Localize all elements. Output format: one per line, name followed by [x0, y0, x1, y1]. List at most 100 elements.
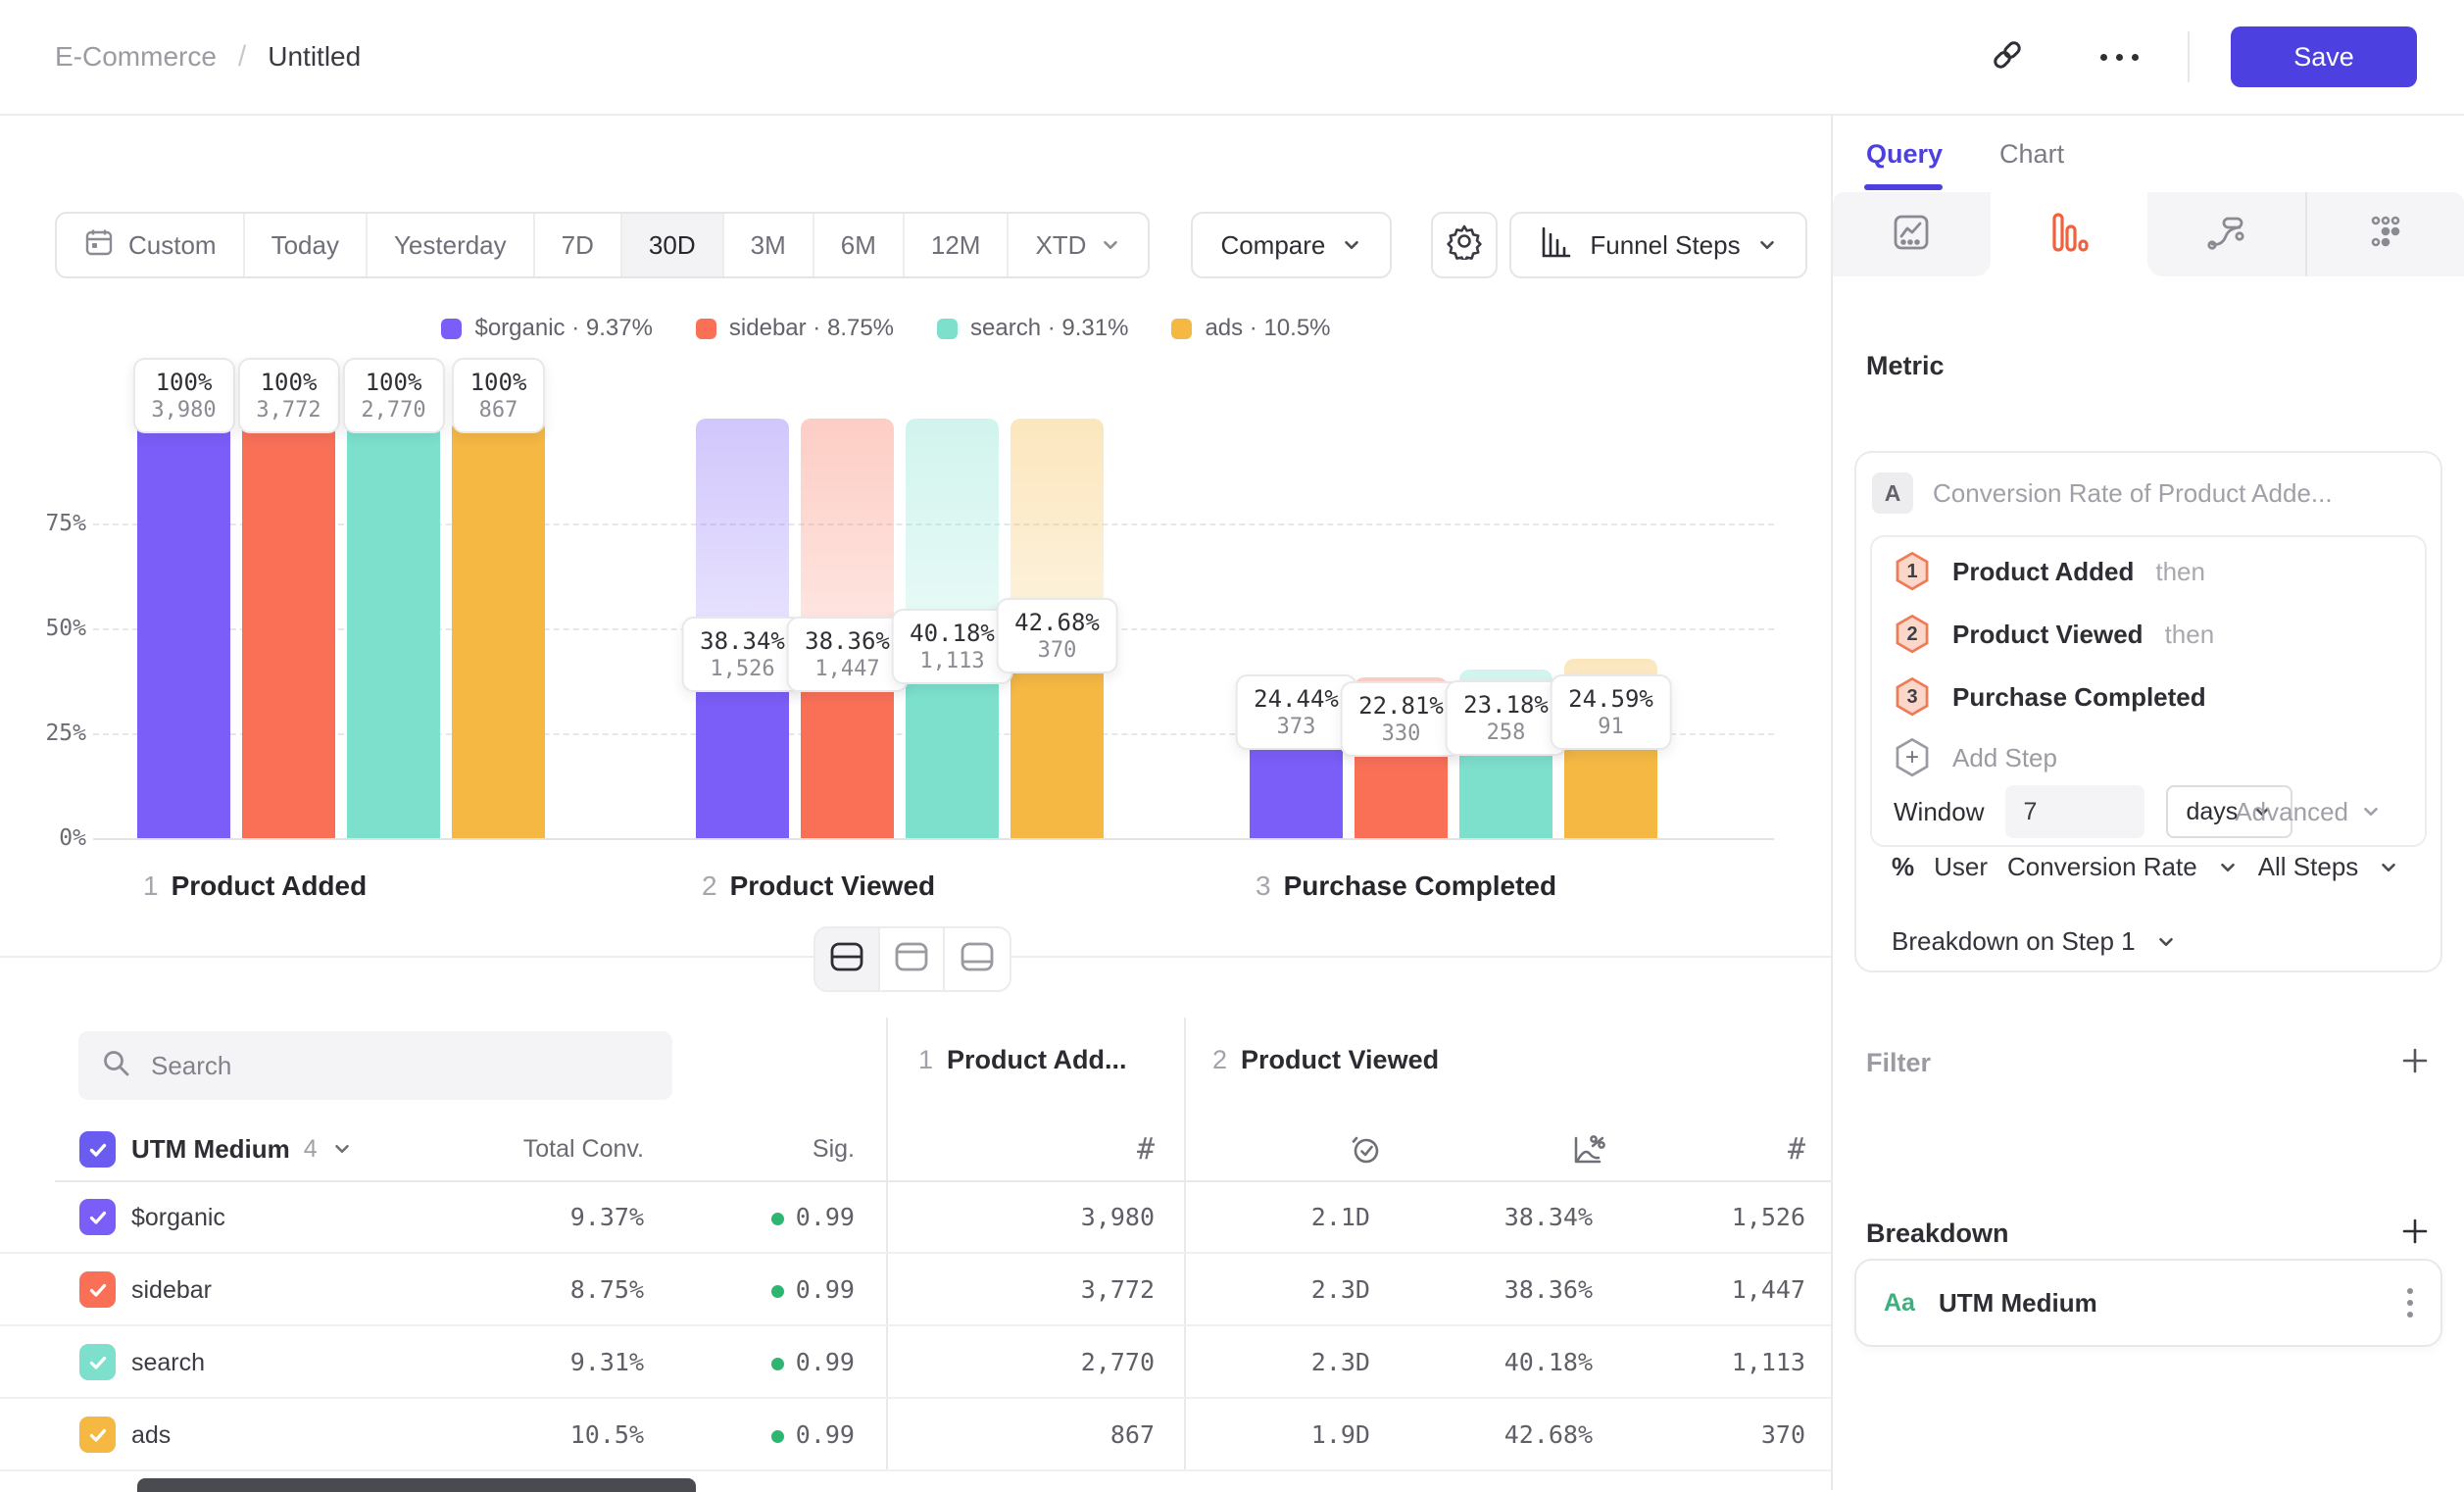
row-significance: 0.99 — [659, 1254, 855, 1326]
row-step1-count: 3,980 — [959, 1181, 1155, 1254]
save-button[interactable]: Save — [2231, 26, 2417, 87]
breakdown-on-row[interactable]: Breakdown on Step 1 — [1892, 926, 2177, 957]
tab-insights[interactable] — [1833, 192, 1991, 276]
window-value-input[interactable] — [2005, 785, 2144, 838]
window-row: Window days Advanced — [1894, 785, 2403, 838]
add-step-button[interactable]: + Add Step — [1894, 736, 2057, 779]
breakdown-heading: Breakdown — [1866, 1218, 2009, 1249]
row-checkbox[interactable] — [79, 1199, 116, 1235]
window-label: Window — [1894, 797, 1984, 827]
funnel-bar-search-step1[interactable] — [347, 419, 440, 838]
advanced-label: Advanced — [2235, 797, 2348, 827]
gridline-0% — [93, 838, 1774, 840]
step-row-2[interactable]: 2 Product Viewed then — [1894, 613, 2214, 656]
funnel-bar-ads-step3[interactable] — [1564, 735, 1657, 838]
bar-value-label: 22.81%330 — [1340, 681, 1462, 757]
step-number: 1 — [918, 1045, 933, 1075]
step-row-1[interactable]: 1 Product Added then — [1894, 550, 2205, 593]
table-row[interactable]: ads10.5%8671.9D42.68%3700.99 — [0, 1399, 1831, 1471]
significance-dot — [771, 1285, 784, 1298]
add-breakdown-button[interactable] — [2399, 1216, 2431, 1252]
conversion-rate-column-icon[interactable] — [1548, 1125, 1606, 1172]
percent-icon: % — [1892, 852, 1914, 882]
topbar-divider — [2188, 31, 2190, 82]
chevron-down-icon[interactable] — [331, 1138, 353, 1160]
tab-retention[interactable] — [2307, 192, 2464, 276]
chevron-down-icon — [2155, 931, 2177, 953]
select-all-checkbox[interactable] — [79, 1131, 116, 1168]
chevron-down-icon[interactable] — [2217, 857, 2239, 878]
row-step2-rate: 40.18% — [1397, 1326, 1593, 1399]
count-column-icon[interactable]: # — [1096, 1125, 1155, 1172]
metric-letter-badge: A — [1872, 472, 1913, 514]
more-menu-button[interactable] — [2092, 29, 2146, 84]
step-connector: then — [2155, 557, 2205, 587]
kebab-menu-icon[interactable] — [2407, 1288, 2413, 1318]
count-column-icon[interactable]: # — [1747, 1125, 1805, 1172]
flows-icon — [2204, 211, 2247, 259]
advanced-toggle[interactable]: Advanced — [2235, 797, 2382, 827]
search-icon — [100, 1047, 133, 1085]
funnel-bar-sidebar-step2[interactable] — [801, 677, 894, 838]
table-row[interactable]: $organic9.37%3,9802.1D38.34%1,5260.99 — [0, 1181, 1831, 1254]
measure-entity[interactable]: User — [1934, 852, 1988, 882]
breakdown-property-card[interactable]: Aa UTM Medium — [1854, 1259, 2442, 1347]
table-row[interactable]: search9.31%2,7702.3D40.18%1,1130.99 — [0, 1326, 1831, 1399]
breakdown-count: 4 — [304, 1135, 318, 1164]
row-significance: 0.99 — [659, 1399, 855, 1471]
funnel-bar-search-step2[interactable] — [906, 670, 999, 838]
step-row-3[interactable]: 3 Purchase Completed — [1894, 675, 2228, 719]
layout-split-button[interactable] — [815, 928, 880, 990]
funnel-bar-$organic-step3[interactable] — [1250, 735, 1343, 838]
report-type-tabs — [1833, 192, 2464, 276]
layout-table-button[interactable] — [945, 928, 1010, 990]
funnel-bar-$organic-step1[interactable] — [137, 419, 230, 838]
breakdown-column-label[interactable]: UTM Medium — [131, 1134, 290, 1165]
row-time-to-convert: 1.9D — [1223, 1399, 1370, 1471]
share-link-button[interactable] — [1980, 29, 2035, 84]
funnel-bar-ads-step1[interactable] — [452, 419, 545, 838]
bar-value-label: 40.18%1,113 — [891, 609, 1013, 684]
bar-value-label: 38.34%1,526 — [681, 617, 804, 692]
time-to-convert-icon[interactable] — [1325, 1125, 1384, 1172]
bar-value-label: 100%2,770 — [342, 358, 444, 433]
row-step2-count: 1,526 — [1609, 1181, 1805, 1254]
step-connector: then — [2165, 620, 2215, 650]
funnel-bar-$organic-step2[interactable] — [696, 677, 789, 838]
bar-value-label: 100%867 — [452, 358, 546, 433]
metric-title-row[interactable]: A Conversion Rate of Product Adde... — [1872, 472, 2333, 514]
table-row[interactable]: sidebar8.75%3,7722.3D38.36%1,4470.99 — [0, 1254, 1831, 1326]
filter-heading: Filter — [1866, 1048, 1931, 1078]
layout-chart-button[interactable] — [880, 928, 945, 990]
measure-metric-select[interactable]: Conversion Rate — [2007, 852, 2197, 882]
row-checkbox[interactable] — [79, 1271, 116, 1308]
row-significance: 0.99 — [659, 1181, 855, 1254]
report-title[interactable]: Untitled — [268, 41, 361, 73]
step-event-name: Product Added — [1952, 557, 2134, 587]
tab-flows[interactable] — [2147, 192, 2305, 276]
step-name: Product Add... — [947, 1045, 1127, 1075]
row-time-to-convert: 2.3D — [1223, 1326, 1370, 1399]
breadcrumb-project[interactable]: E-Commerce — [55, 41, 217, 73]
chevron-down-icon[interactable] — [2378, 857, 2399, 878]
link-icon — [1988, 35, 2027, 79]
row-step2-count: 1,447 — [1609, 1254, 1805, 1326]
tab-funnels[interactable] — [1991, 192, 2148, 276]
search-input[interactable] — [151, 1051, 651, 1081]
total-conv-column[interactable]: Total Conv. — [448, 1118, 644, 1180]
row-checkbox[interactable] — [79, 1344, 116, 1380]
step-name: Product Viewed — [1241, 1045, 1439, 1075]
bar-value-label: 23.18%258 — [1445, 680, 1567, 756]
panel-tabs: Query Chart — [1833, 116, 2064, 192]
active-tab-underline — [1864, 184, 1943, 190]
filter-section: Filter — [1866, 1045, 2431, 1081]
row-checkbox[interactable] — [79, 1417, 116, 1453]
sig-column[interactable]: Sig. — [659, 1118, 855, 1180]
funnel-bar-ads-step2[interactable] — [1010, 659, 1104, 838]
tab-query[interactable]: Query — [1866, 139, 1943, 170]
funnel-bar-sidebar-step1[interactable] — [242, 419, 335, 838]
significance-dot — [771, 1213, 784, 1225]
measure-steps-select[interactable]: All Steps — [2258, 852, 2359, 882]
tab-chart[interactable]: Chart — [1999, 139, 2064, 170]
add-filter-button[interactable] — [2399, 1045, 2431, 1081]
